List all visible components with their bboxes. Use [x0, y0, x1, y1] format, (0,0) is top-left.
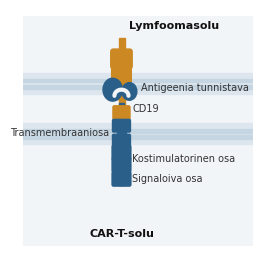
Bar [23, 135, 253, 139]
Bar [23, 123, 253, 144]
Text: CAR-T-solu: CAR-T-solu [89, 229, 154, 239]
Bar [119, 94, 125, 113]
Bar [119, 73, 125, 94]
FancyBboxPatch shape [112, 105, 131, 120]
Text: Antigeenia tunnistava: Antigeenia tunnistava [141, 83, 249, 93]
Text: Kostimulatorinen osa: Kostimulatorinen osa [132, 154, 235, 164]
FancyBboxPatch shape [111, 83, 132, 100]
Bar [117, 121, 126, 145]
Ellipse shape [103, 78, 122, 101]
Bar [23, 85, 253, 89]
Bar [119, 141, 124, 172]
Ellipse shape [122, 83, 137, 100]
FancyBboxPatch shape [111, 145, 132, 160]
FancyBboxPatch shape [110, 48, 133, 69]
Text: Lymfoomasolu: Lymfoomasolu [128, 21, 219, 31]
Bar [23, 129, 253, 133]
Bar [119, 103, 124, 119]
Bar [119, 182, 124, 185]
Bar [119, 38, 125, 73]
Text: CD19: CD19 [133, 104, 160, 114]
Bar [23, 73, 253, 94]
Text: Signaloiva osa: Signaloiva osa [132, 174, 203, 184]
FancyBboxPatch shape [111, 67, 132, 84]
FancyBboxPatch shape [112, 119, 131, 133]
Text: Transmembraaniosa: Transmembraaniosa [10, 128, 109, 138]
FancyBboxPatch shape [111, 171, 132, 187]
Bar [119, 106, 124, 121]
FancyBboxPatch shape [112, 134, 131, 148]
FancyBboxPatch shape [111, 157, 132, 173]
Bar [23, 79, 253, 83]
